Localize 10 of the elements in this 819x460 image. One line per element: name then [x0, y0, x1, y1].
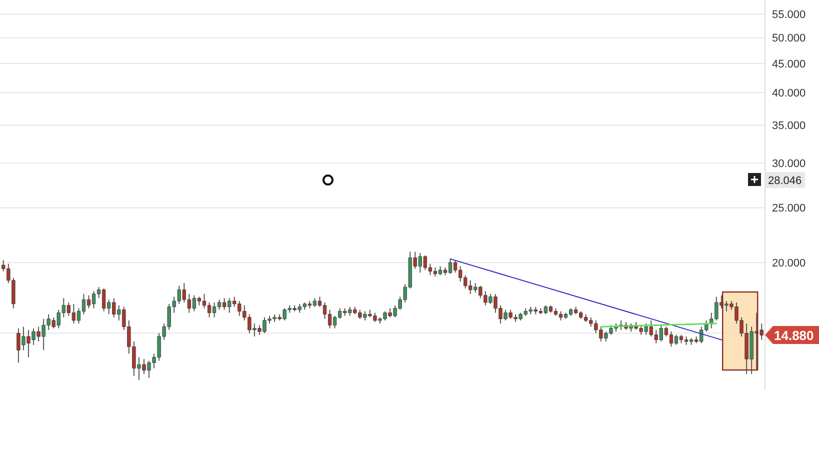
y-tick-label: 20.000 — [772, 257, 806, 270]
y-tick-label: 25.000 — [772, 202, 806, 215]
y-tick-label: 40.000 — [772, 87, 806, 100]
text: 28.046 — [768, 175, 802, 187]
y-tick-label: 45.000 — [772, 58, 806, 70]
y-tick-label: 55.000 — [772, 9, 806, 22]
y-tick-label: 30.000 — [772, 158, 806, 170]
y-tick-label: 35.000 — [772, 120, 806, 132]
y-tick-label: 50.000 — [772, 32, 806, 45]
text: 14.880 — [774, 328, 814, 343]
